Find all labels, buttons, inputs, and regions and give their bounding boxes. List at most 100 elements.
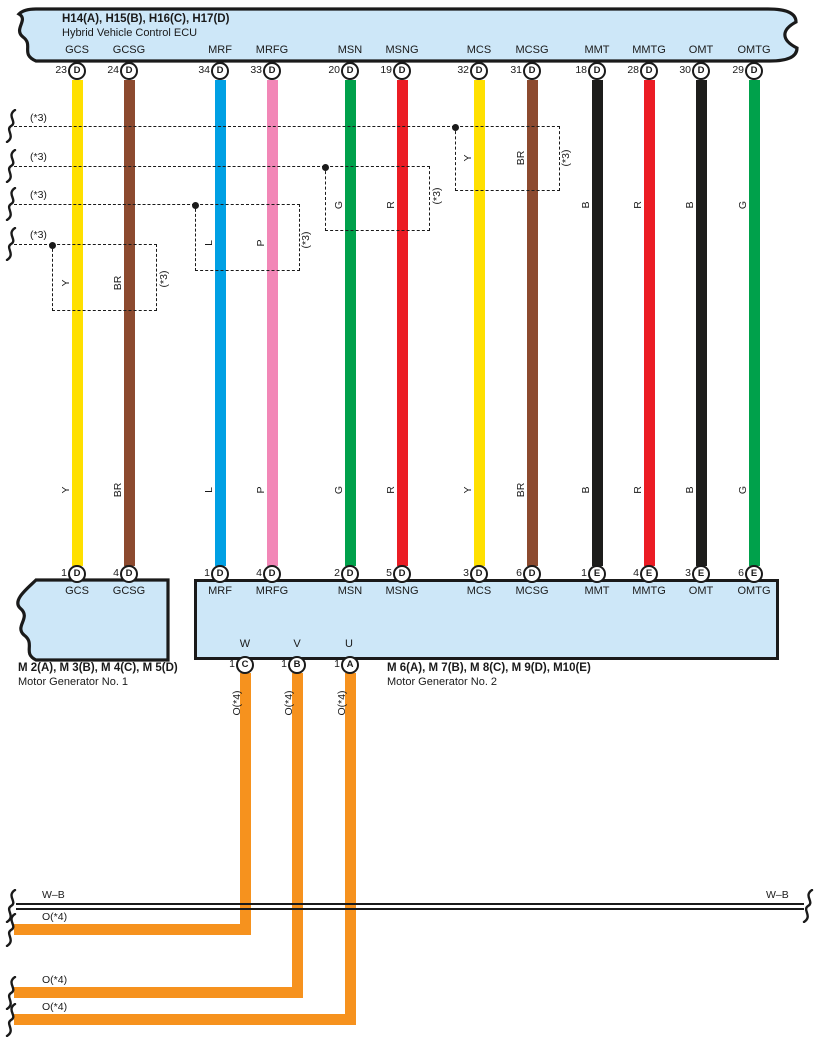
junction-dot: [191, 201, 199, 209]
cable-phase-v: [291, 673, 303, 998]
mg2-phase-label-w: W: [239, 638, 251, 650]
wire-break-icon: [5, 109, 17, 143]
connector-letter: D: [393, 565, 411, 583]
pin-number: 30: [679, 64, 691, 76]
pin-number: 1: [61, 567, 67, 579]
wire-code-label: R: [632, 201, 644, 209]
pin-number: 1: [281, 658, 287, 670]
ecu-subtitle: Hybrid Vehicle Control ECU: [62, 27, 198, 39]
wire-code-label: BR: [515, 150, 527, 166]
wire-code-label: R: [385, 486, 397, 494]
ref-note: (*3): [30, 151, 47, 163]
ground-code-label: W–B: [42, 889, 65, 901]
connector-letter: D: [745, 62, 763, 80]
mg2-cavity-label-mrf: MRF: [208, 585, 232, 597]
pin-number: 2: [334, 567, 340, 579]
pin-number: 5: [386, 567, 392, 579]
connector-letter: D: [68, 62, 86, 80]
mg1-cavity-label-gcsg: GCSG: [112, 585, 146, 597]
connector-letter: E: [745, 565, 763, 583]
mg2-phase-label-u: U: [345, 638, 353, 650]
pin-number: 1: [581, 567, 587, 579]
cable-run-u: [14, 1014, 356, 1025]
wire-break-icon: [5, 976, 17, 1010]
mg2-cavity-label-mmtg: MMTG: [632, 585, 666, 597]
cable-run-v: [14, 987, 303, 998]
connector-letter: D: [68, 565, 86, 583]
wire-code-label: Y: [462, 486, 474, 494]
ecu-title: H14(A), H15(B), H16(C), H17(D): [62, 13, 230, 25]
cable-run-w: [14, 924, 251, 935]
pin-number: 3: [685, 567, 691, 579]
wire-code-label: L: [203, 240, 215, 246]
connector-letter: D: [120, 62, 138, 80]
pin-number: 19: [380, 64, 392, 76]
wire-mmtg: [643, 80, 655, 566]
wire-code-label: BR: [112, 275, 124, 291]
connector-letter: D: [263, 62, 281, 80]
pin-number: 4: [113, 567, 119, 579]
wire-mcs: [473, 80, 485, 566]
ecu-cavity-label-gcsg: GCSG: [112, 44, 146, 56]
wire-code-label: BR: [515, 482, 527, 498]
ground-code-label: W–B: [766, 889, 789, 901]
wire-break-icon: [5, 187, 17, 221]
pin-number: 34: [198, 64, 210, 76]
connector-letter: D: [120, 565, 138, 583]
wire-break-icon: [5, 1003, 17, 1037]
pin-number: 4: [256, 567, 262, 579]
wire-break-icon: [5, 889, 17, 923]
connector-letter: E: [692, 565, 710, 583]
dashed-group-box-gcs: [52, 244, 157, 311]
mg2-subtitle: Motor Generator No. 2: [387, 676, 498, 688]
pin-number: 24: [107, 64, 119, 76]
connector-letter: E: [588, 565, 606, 583]
wire-msng: [396, 80, 408, 566]
connector-letter: D: [588, 62, 606, 80]
mg2-cavity-label-msng: MSNG: [385, 585, 419, 597]
pin-number: 1: [204, 567, 210, 579]
connector-letter: D: [341, 62, 359, 80]
dashed-ref-line: [14, 166, 325, 167]
ref-note: (*3): [300, 231, 312, 249]
pin-number: 23: [55, 64, 67, 76]
wire-code-label: B: [580, 201, 592, 209]
cable-code-label: O(*4): [42, 974, 68, 986]
pin-number: 20: [328, 64, 340, 76]
dashed-ref-line: [14, 126, 455, 127]
connector-letter: D: [211, 565, 229, 583]
ecu-cavity-label-mcsg: MCSG: [515, 44, 549, 56]
dashed-ref-line: [14, 244, 52, 245]
pin-number: 1: [334, 658, 340, 670]
wire-break-icon: [5, 149, 17, 183]
wire-code-label: Y: [60, 279, 72, 287]
wire-code-label: P: [255, 486, 267, 494]
wire-break-icon: [802, 889, 814, 923]
cable-code-label: O(*4): [42, 1001, 68, 1013]
ecu-cavity-label-msn: MSN: [337, 44, 363, 56]
mg1-cavity-label-gcs: GCS: [65, 585, 89, 597]
connector-letter: D: [263, 565, 281, 583]
connector-letter: D: [640, 62, 658, 80]
wire-code-label: G: [737, 200, 749, 210]
wire-mrfg: [266, 80, 278, 566]
connector-letter: D: [523, 565, 541, 583]
wire-mrf: [214, 80, 226, 566]
wire-code-label: B: [684, 486, 696, 494]
pin-number: 32: [457, 64, 469, 76]
connector-letter: D: [523, 62, 541, 80]
wire-code-label: P: [255, 239, 267, 247]
ref-note: (*3): [30, 112, 47, 124]
ecu-cavity-label-mcs: MCS: [466, 44, 492, 56]
wire-omt: [695, 80, 707, 566]
wire-code-label: B: [580, 486, 592, 494]
connector-letter: D: [211, 62, 229, 80]
junction-dot: [48, 241, 56, 249]
ref-note: (*3): [30, 189, 47, 201]
mg2-cavity-label-msn: MSN: [337, 585, 363, 597]
cable-code-label: O(*4): [231, 690, 243, 716]
ref-note: (*3): [158, 270, 170, 288]
ecu-cavity-label-gcs: GCS: [65, 44, 89, 56]
wire-code-label: L: [203, 487, 215, 493]
wire-code-label: G: [333, 200, 345, 210]
